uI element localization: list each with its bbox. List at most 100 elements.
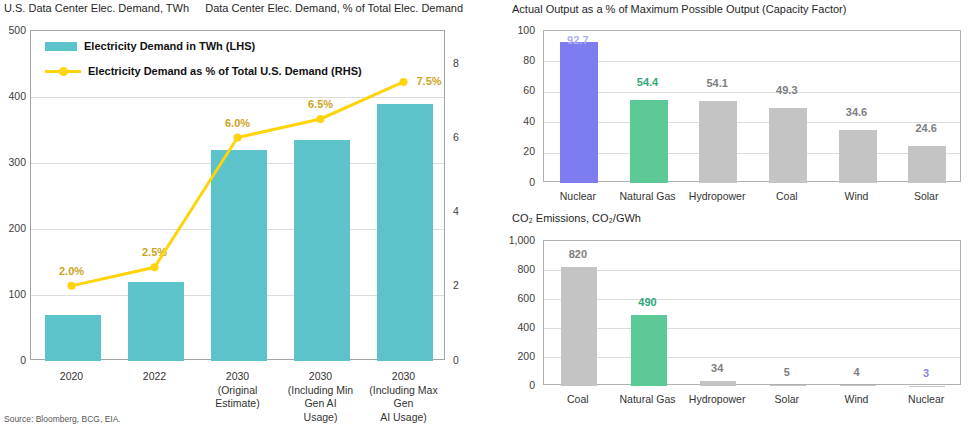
y-tick-label: 20 <box>505 145 535 158</box>
y-tick-label: 400 <box>505 321 535 334</box>
y-tick-label: 600 <box>505 292 535 305</box>
value-label-coal: 49.3 <box>757 84 817 97</box>
x-label-wind: Wind <box>822 393 892 407</box>
x-label-2030-original-estimate: 2030(Original Estimate) <box>196 370 279 411</box>
value-label-solar: 24.6 <box>896 122 956 135</box>
legend-bar-label: Electricity Demand in TWh (LHS) <box>84 40 255 52</box>
y-left-tick-label: 0 <box>0 354 26 367</box>
y-right-tick-label: 6 <box>453 131 459 144</box>
gridline <box>544 153 960 154</box>
x-label-coal: Coal <box>543 393 613 407</box>
x-label-2022: 2022 <box>113 370 196 384</box>
legend-line-label: Electricity Demand as % of Total U.S. De… <box>88 65 362 77</box>
bar-solar <box>770 385 806 386</box>
value-label-solar: 5 <box>757 366 817 379</box>
line-point-2020 <box>68 282 76 290</box>
bar-hydropower <box>700 381 736 386</box>
x-label-wind: Wind <box>822 190 892 204</box>
y-right-tick-label: 0 <box>453 354 459 367</box>
x-label-line: (Original Estimate) <box>196 384 279 411</box>
line-point-2030-including-min-gen-ai-usage <box>317 115 325 123</box>
legend-item-bars: Electricity Demand in TWh (LHS) <box>45 40 362 52</box>
value-label-natural-gas: 490 <box>618 296 678 309</box>
bar-hydropower <box>699 101 737 183</box>
x-label-line: (Including Min Gen AI <box>279 384 362 411</box>
x-label-natural-gas: Natural Gas <box>613 393 683 407</box>
y-right-tick-label: 2 <box>453 279 459 292</box>
bar-nuclear <box>560 42 598 183</box>
y-tick-label: 0 <box>505 379 535 392</box>
value-label-wind: 34.6 <box>827 106 887 119</box>
source-note: Source: Bloomberg, BCG, EIA. <box>4 414 121 424</box>
x-label-line: 2020 <box>30 370 113 384</box>
x-label-solar: Solar <box>752 393 822 407</box>
line-point-2030-including-max-gen-ai-usage <box>400 78 408 86</box>
chart3-title: CO₂ Emissions, CO₂/GWh <box>512 212 641 224</box>
chart3-plot-area <box>543 240 961 385</box>
x-label-2030-including-max-gen-ai-usage: 2030(Including Max GenAI Usage) <box>362 370 445 424</box>
y-tick-label: 0 <box>505 176 535 189</box>
x-label-2030-including-min-gen-ai-usage: 2030(Including Min Gen AIUsage) <box>279 370 362 424</box>
y-tick-label: 40 <box>505 115 535 128</box>
value-label-hydropower: 34 <box>687 362 747 375</box>
gridline <box>544 270 960 271</box>
gridline <box>544 357 960 358</box>
x-label-natural-gas: Natural Gas <box>613 190 683 204</box>
y-left-tick-label: 300 <box>0 156 26 169</box>
x-label-line: AI Usage) <box>362 411 445 425</box>
value-label-coal: 820 <box>548 248 608 261</box>
value-label-natural-gas: 54.4 <box>618 76 678 89</box>
x-label-line: (Including Max Gen <box>362 384 445 411</box>
bar-natural-gas <box>631 315 667 386</box>
y-tick-label: 800 <box>505 263 535 276</box>
chart1-left-axis-title: U.S. Data Center Elec. Demand, TWh <box>4 2 189 14</box>
value-label-nuclear: 92.7 <box>548 34 608 47</box>
legend-bar-swatch-icon <box>45 42 77 51</box>
bar-coal <box>561 267 597 386</box>
gridline <box>544 61 960 62</box>
x-label-hydropower: Hydropower <box>682 393 752 407</box>
x-label-line: 2022 <box>113 370 196 384</box>
legend-item-line: Electricity Demand as % of Total U.S. De… <box>45 65 362 77</box>
value-label-wind: 4 <box>827 366 887 379</box>
chart2-plot-area <box>543 30 961 182</box>
value-label-hydropower: 54.1 <box>687 77 747 90</box>
x-label-line: 2030 <box>279 370 362 384</box>
x-label-hydropower: Hydropower <box>682 190 752 204</box>
gridline <box>544 328 960 329</box>
bar-wind <box>840 385 876 386</box>
y-left-tick-label: 500 <box>0 24 26 37</box>
chart1-right-axis-title: Data Center Elec. Demand, % of Total Ele… <box>200 2 463 14</box>
y-tick-label: 80 <box>505 54 535 67</box>
x-label-coal: Coal <box>752 190 822 204</box>
y-tick-label: 200 <box>505 350 535 363</box>
bar-wind <box>839 130 877 183</box>
bar-natural-gas <box>630 100 668 183</box>
value-label-nuclear: 3 <box>896 367 956 380</box>
x-label-2020: 2020 <box>30 370 113 384</box>
chart1-legend: Electricity Demand in TWh (LHS) Electric… <box>45 40 362 90</box>
y-tick-label: 100 <box>505 24 535 37</box>
y-tick-label: 60 <box>505 84 535 97</box>
bar-solar <box>908 146 946 183</box>
x-label-nuclear: Nuclear <box>891 393 961 407</box>
x-label-line: 2030 <box>196 370 279 384</box>
x-label-line: Usage) <box>279 411 362 425</box>
y-right-tick-label: 4 <box>453 205 459 218</box>
y-tick-label: 1,000 <box>505 234 535 247</box>
x-label-line: 2030 <box>362 370 445 384</box>
y-left-tick-label: 200 <box>0 222 26 235</box>
report-figure-page: U.S. Data Center Elec. Demand, TWh Data … <box>0 0 969 426</box>
legend-line-swatch-icon <box>45 70 81 73</box>
gridline <box>544 299 960 300</box>
bar-coal <box>769 108 807 183</box>
x-label-nuclear: Nuclear <box>543 190 613 204</box>
line-point-2030-original-estimate <box>234 134 242 142</box>
chart2-title: Actual Output as a % of Maximum Possible… <box>512 3 846 15</box>
x-label-solar: Solar <box>891 190 961 204</box>
y-right-tick-label: 8 <box>453 57 459 70</box>
bar-nuclear <box>909 386 945 387</box>
y-left-tick-label: 100 <box>0 288 26 301</box>
line-point-2022 <box>151 263 159 271</box>
y-left-tick-label: 400 <box>0 90 26 103</box>
